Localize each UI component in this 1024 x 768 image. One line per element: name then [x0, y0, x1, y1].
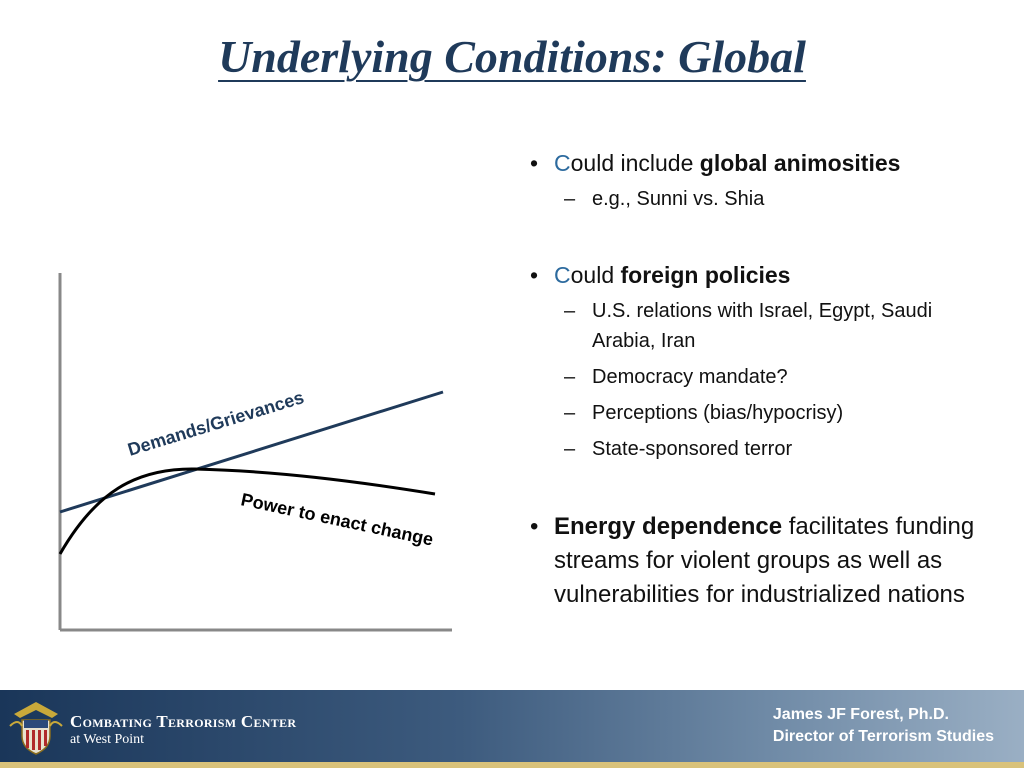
bullet-dot: •: [530, 513, 539, 540]
sub-bullet: – Perceptions (bias/hypocrisy): [528, 398, 998, 428]
bullet-global-animosities: • Could include global animosities: [528, 148, 998, 178]
slide-title-container: Underlying Conditions: Global: [0, 30, 1024, 83]
sub-bullet: – U.S. relations with Israel, Egypt, Saud…: [528, 296, 998, 356]
ctc-seal-icon: [9, 702, 63, 755]
footer-bar: Combating Terrorism Center at West Point…: [0, 690, 1024, 762]
bullet-text: facilitates funding streams for violent …: [554, 513, 975, 608]
power-curve: [58, 467, 436, 555]
sub-bullet: – State-sponsored terror: [528, 434, 998, 464]
bullet-bold-text: foreign policies: [620, 262, 791, 288]
conditions-diagram: Demands/Grievances Power to enact change: [58, 273, 452, 632]
bullet-text: ould: [570, 262, 621, 288]
dash: –: [564, 438, 576, 460]
demands-label: Demands/Grievances: [125, 387, 306, 460]
sub-bullet-text: e.g., Sunni vs. Shia: [592, 188, 765, 210]
org-name: Combating Terrorism Center: [70, 712, 297, 731]
bullet-foreign-policies: • Could foreign policies: [528, 260, 998, 290]
sub-bullet-text: U.S. relations with Israel, Egypt, Saudi…: [592, 300, 933, 352]
org-subtitle: at West Point: [70, 732, 145, 747]
conditions-figure: Demands/Grievances Power to enact change: [55, 268, 495, 640]
footer-accent-line: [0, 762, 1024, 768]
dash: –: [564, 366, 576, 388]
author-name: James JF Forest, Ph.D.: [772, 706, 949, 723]
sub-bullet-text: Perceptions (bias/hypocrisy): [592, 402, 844, 424]
sub-bullet-text: State-sponsored terror: [592, 438, 793, 460]
sub-bullet-text: Democracy mandate?: [592, 366, 788, 388]
bullet-cap-letter: C: [554, 262, 571, 288]
bullet-bold-text: Energy dependence: [554, 513, 783, 540]
org-block: Combating Terrorism Center at West Point: [70, 712, 296, 748]
author-title: Director of Terrorism Studies: [772, 728, 994, 745]
dash: –: [564, 300, 576, 322]
power-label: Power to enact change: [239, 489, 435, 549]
dash: –: [564, 402, 576, 424]
bullet-energy-dependence: • Energy dependence facilitates funding s…: [528, 510, 998, 612]
bullet-list: • Could include global animosities – e.g.,…: [528, 148, 998, 612]
sub-bullet: – Democracy mandate?: [528, 362, 998, 392]
bullet-bold-text: global animosities: [699, 150, 901, 176]
bullet-dot: •: [530, 262, 539, 288]
dash: –: [564, 188, 576, 210]
author-block: James JF Forest, Ph.D. Director of Terro…: [773, 704, 994, 748]
sub-bullet: – e.g., Sunni vs. Shia: [528, 184, 998, 214]
slide-title: Underlying Conditions: Global: [218, 31, 806, 82]
demands-line: [59, 390, 444, 514]
bullet-text: ould include: [570, 150, 700, 176]
bullet-cap-letter: C: [554, 150, 571, 176]
bullet-dot: •: [530, 150, 539, 176]
